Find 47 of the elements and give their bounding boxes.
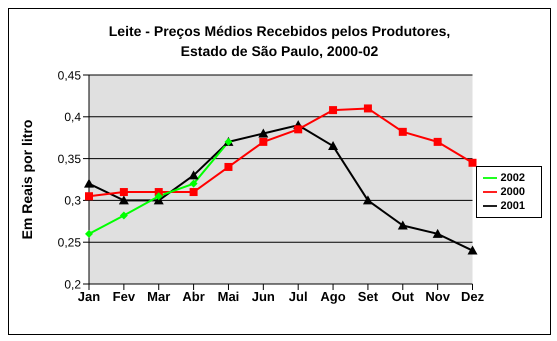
point [120,211,128,220]
point [434,138,442,146]
x-tick-label: Set [358,289,379,304]
point [432,228,443,238]
x-tick-label: Fev [112,289,136,304]
y-tick-label: 0,45 [58,68,82,82]
point [328,141,338,150]
point [364,104,372,112]
x-tick-label: Dez [460,289,485,304]
chart-title: Leite - Preços Médios Recebidos pelos Produtores, Estado de São Paulo, 2000-02 [108,22,452,61]
point [85,230,93,238]
x-tick-label: Mar [147,289,170,304]
point [224,162,232,171]
x-tick-label: Out [392,289,415,304]
y-tick-label: 0,3 [64,194,82,208]
point [258,128,268,138]
y-tick-label: 0,25 [58,235,82,250]
x-tick-label: Mai [218,289,240,304]
point [329,106,338,114]
y-tick-label: 0,2 [64,277,82,292]
point [468,158,477,167]
point [84,178,94,188]
point [398,128,407,136]
point [85,192,93,200]
y-tick-label: 0,35 [58,152,82,166]
x-tick-label: Ago [320,289,346,304]
point [398,220,408,230]
point [190,180,198,188]
legend-label: 2000 [500,186,525,198]
legend-label: 2001 [500,200,525,212]
y-axis-title: Em Reais por litro [18,120,35,240]
x-tick-label: Jul [288,289,308,304]
point [259,138,268,146]
point [118,195,129,204]
point [468,246,478,255]
point [294,125,302,134]
y-tick-label: 0,4 [64,110,82,124]
point [120,188,128,196]
point [190,188,198,196]
x-tick-label: Nov [425,289,451,304]
x-tick-label: Jun [252,289,275,304]
point [188,170,199,180]
x-tick-label: Abr [182,289,205,304]
point [362,195,373,204]
x-tick-label: Jan [78,289,100,304]
point [154,192,163,200]
legend-label: 2002 [500,172,525,184]
